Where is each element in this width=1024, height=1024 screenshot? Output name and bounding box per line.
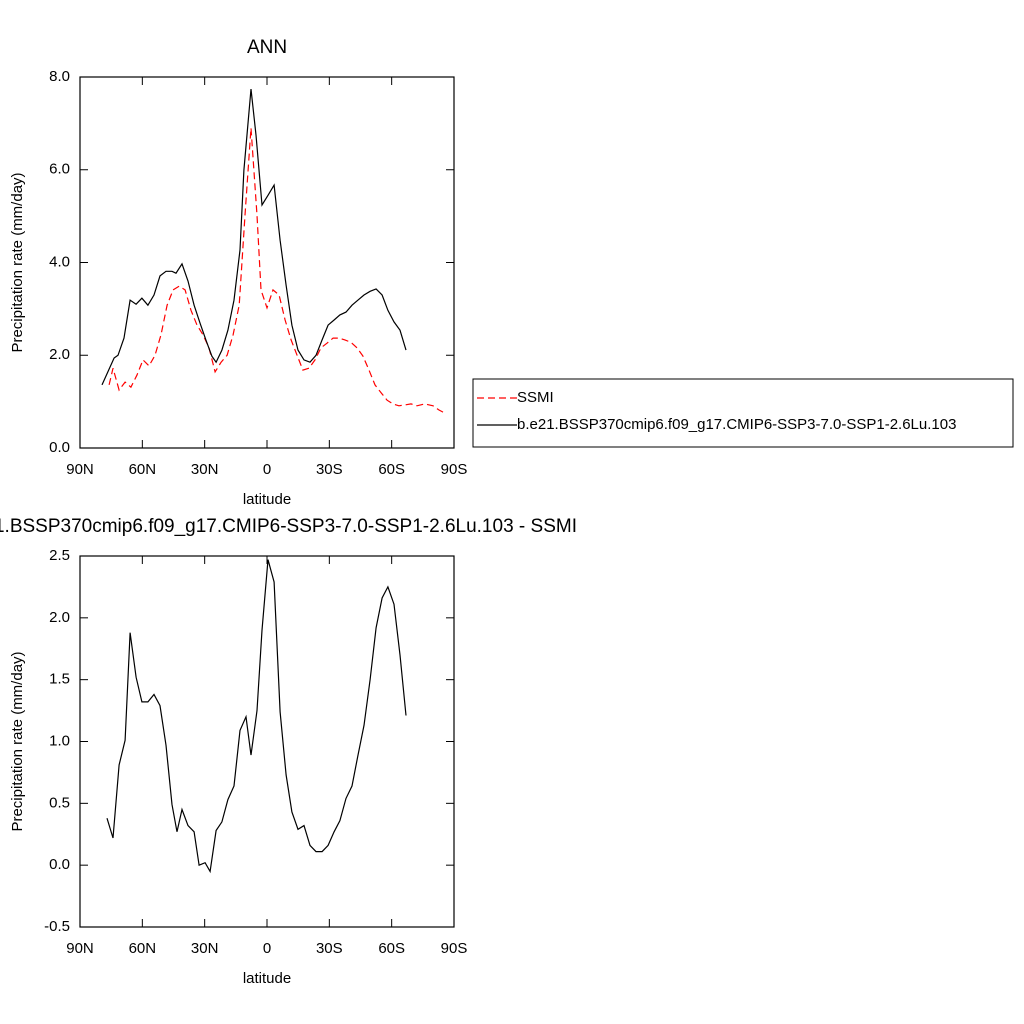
y-axis-label: Precipitation rate (mm/day) xyxy=(9,172,26,352)
y-tick-label: 0.5 xyxy=(49,794,70,811)
x-tick-label: 30N xyxy=(191,940,219,957)
chart-title: ANN xyxy=(247,37,287,58)
y-tick-label: 6.0 xyxy=(49,161,70,178)
y-tick-label: 4.0 xyxy=(49,253,70,270)
y-tick-label: -0.5 xyxy=(44,918,70,935)
y-tick-label: 2.0 xyxy=(49,609,70,626)
x-tick-label: 90S xyxy=(441,461,468,478)
x-tick-label: 90S xyxy=(441,940,468,957)
x-tick-label: 30S xyxy=(316,940,343,957)
x-tick-label: 60S xyxy=(378,461,405,478)
y-tick-label: 8.0 xyxy=(49,68,70,85)
y-tick-label: 2.5 xyxy=(49,547,70,564)
chart-title: b.e21.BSSP370cmip6.f09_g17.CMIP6-SSP3-7.… xyxy=(0,516,577,537)
legend-label: SSMI xyxy=(517,389,554,406)
x-tick-label: 90N xyxy=(66,940,94,957)
y-tick-label: 1.5 xyxy=(49,671,70,688)
series-line xyxy=(108,127,446,414)
legend-label: b.e21.BSSP370cmip6.f09_g17.CMIP6-SSP3-7.… xyxy=(517,416,956,433)
y-axis-label: Precipitation rate (mm/day) xyxy=(9,651,26,831)
x-tick-label: 60N xyxy=(129,940,157,957)
plot-frame xyxy=(79,76,455,449)
x-tick-label: 0 xyxy=(263,461,271,478)
x-tick-label: 90N xyxy=(66,461,94,478)
plot-frame xyxy=(79,555,455,928)
y-tick-label: 1.0 xyxy=(49,732,70,749)
series-line xyxy=(106,559,407,874)
y-tick-label: 2.0 xyxy=(49,346,70,363)
x-tick-label: 60S xyxy=(378,940,405,957)
x-axis-label: latitude xyxy=(243,970,291,987)
x-tick-label: 60N xyxy=(129,461,157,478)
x-tick-label: 0 xyxy=(263,940,271,957)
x-tick-label: 30N xyxy=(191,461,219,478)
series-line xyxy=(101,89,407,386)
y-tick-label: 0.0 xyxy=(49,439,70,456)
x-axis-label: latitude xyxy=(243,491,291,508)
x-tick-label: 30S xyxy=(316,461,343,478)
y-tick-label: 0.0 xyxy=(49,856,70,873)
legend-frame xyxy=(472,378,1014,448)
